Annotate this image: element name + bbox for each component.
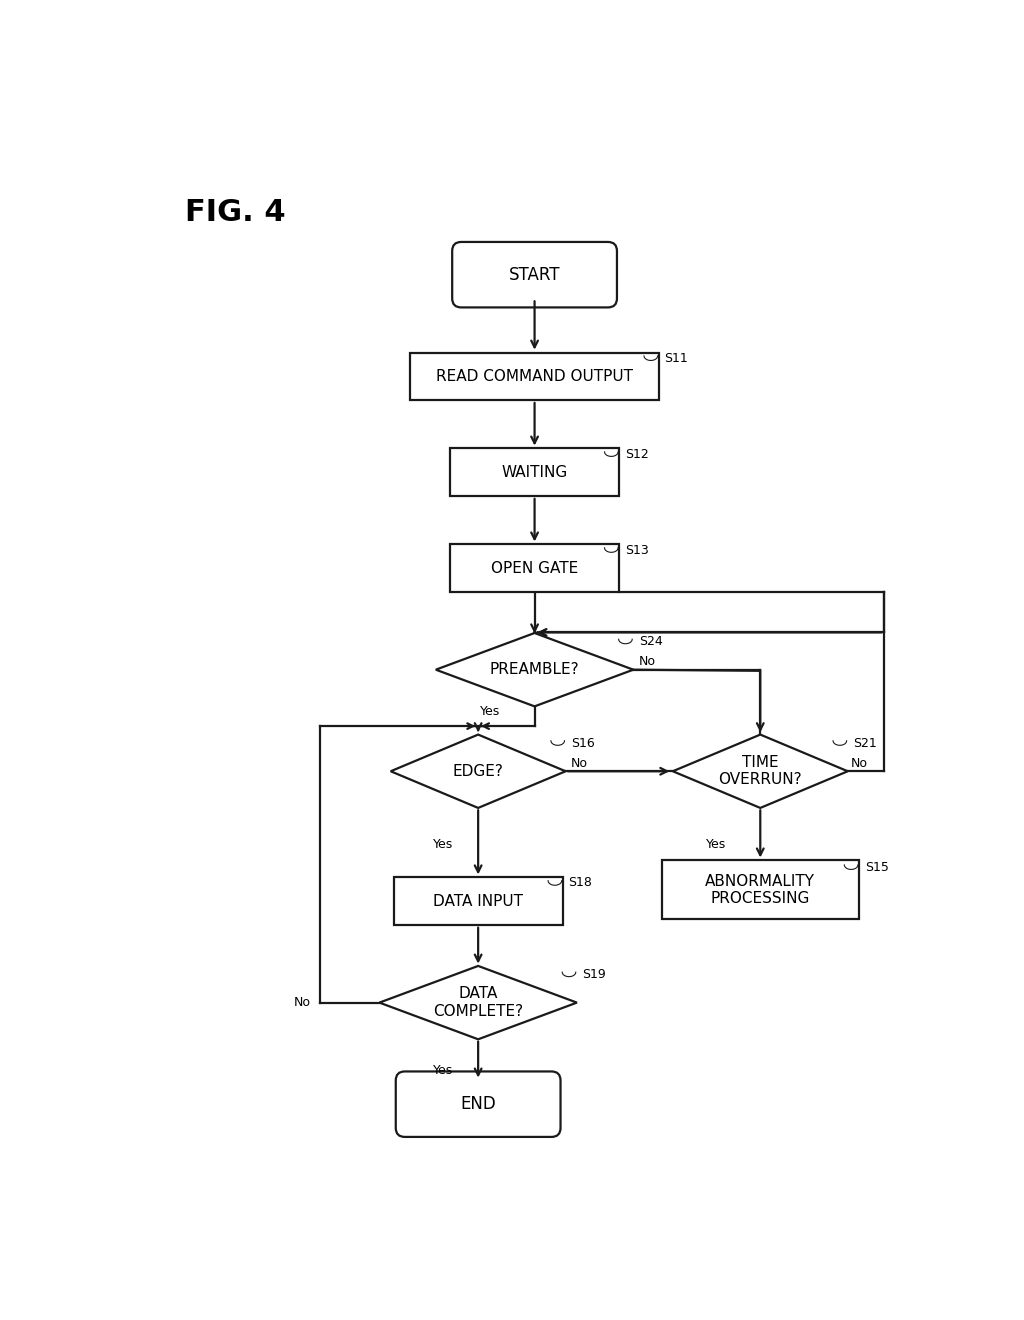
Text: S11: S11 xyxy=(665,351,688,364)
Text: S19: S19 xyxy=(583,968,606,981)
Text: S16: S16 xyxy=(571,737,595,750)
Text: S13: S13 xyxy=(625,544,648,557)
Polygon shape xyxy=(436,634,633,706)
Polygon shape xyxy=(391,734,565,808)
Text: Yes: Yes xyxy=(707,838,726,851)
Text: Yes: Yes xyxy=(433,1064,454,1077)
Bar xyxy=(662,861,859,919)
Text: S18: S18 xyxy=(568,876,592,890)
Text: FIG. 4: FIG. 4 xyxy=(184,198,286,227)
Text: Yes: Yes xyxy=(480,705,501,718)
Text: Yes: Yes xyxy=(433,838,454,851)
Text: OPEN GATE: OPEN GATE xyxy=(490,561,579,576)
Text: No: No xyxy=(851,756,867,770)
Text: WAITING: WAITING xyxy=(502,465,567,479)
FancyBboxPatch shape xyxy=(395,1072,560,1137)
Text: S12: S12 xyxy=(625,447,648,461)
Text: PREAMBLE?: PREAMBLE? xyxy=(489,663,580,677)
Text: DATA
COMPLETE?: DATA COMPLETE? xyxy=(433,986,523,1019)
Polygon shape xyxy=(673,734,848,808)
Bar xyxy=(411,352,658,400)
Text: DATA INPUT: DATA INPUT xyxy=(433,894,523,908)
Bar xyxy=(450,544,620,591)
Text: EDGE?: EDGE? xyxy=(453,764,504,779)
Text: TIME
OVERRUN?: TIME OVERRUN? xyxy=(719,755,802,788)
Text: No: No xyxy=(294,997,311,1008)
Text: S24: S24 xyxy=(639,635,663,648)
Bar xyxy=(393,878,563,925)
Text: No: No xyxy=(638,655,655,668)
Bar xyxy=(450,449,620,496)
Text: S15: S15 xyxy=(864,861,889,874)
Text: END: END xyxy=(460,1096,496,1113)
Text: No: No xyxy=(570,756,588,770)
Text: START: START xyxy=(509,265,560,284)
FancyBboxPatch shape xyxy=(453,242,616,308)
Text: READ COMMAND OUTPUT: READ COMMAND OUTPUT xyxy=(436,368,633,384)
Text: S21: S21 xyxy=(853,737,878,750)
Polygon shape xyxy=(380,966,577,1039)
Text: ABNORMALITY
PROCESSING: ABNORMALITY PROCESSING xyxy=(706,874,815,906)
